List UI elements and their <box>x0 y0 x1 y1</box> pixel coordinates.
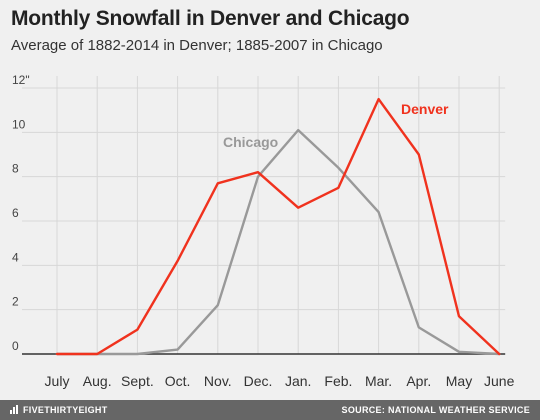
series-line-denver <box>55 97 501 356</box>
x-tick-label: Feb. <box>324 373 352 389</box>
x-tick-label: Dec. <box>244 373 273 389</box>
x-tick-label: July <box>45 373 70 389</box>
x-tick-label: Nov. <box>204 373 232 389</box>
series-label-denver: Denver <box>401 101 449 117</box>
y-tick-label: 0 <box>12 339 19 353</box>
x-tick-label: Aug. <box>83 373 112 389</box>
source-label: SOURCE: NATIONAL WEATHER SERVICE <box>341 405 530 415</box>
y-tick-label: 6 <box>12 206 19 220</box>
y-tick-label: 4 <box>12 250 19 264</box>
footer-bar: FIVETHIRTYEIGHT SOURCE: NATIONAL WEATHER… <box>0 400 540 420</box>
x-tick-label: June <box>484 373 515 389</box>
series-line-chicago <box>55 128 501 356</box>
x-tick-label: Sept. <box>121 373 154 389</box>
y-tick-label: 10 <box>12 117 26 131</box>
chart-subtitle: Average of 1882-2014 in Denver; 1885-200… <box>11 37 383 54</box>
brand: FIVETHIRTYEIGHT <box>10 405 108 415</box>
fivethirtyeight-logo-icon <box>10 405 18 414</box>
snowfall-line-chart: 0 2 4 6 8 10 12" July Aug. Sept. Oct. Nov. Dec. Jan. F… <box>12 73 515 389</box>
y-tick-label: 8 <box>12 162 19 176</box>
chart-title: Monthly Snowfall in Denver and Chicago <box>11 7 410 30</box>
x-tick-label: Mar. <box>365 373 392 389</box>
series-label-chicago: Chicago <box>223 134 278 150</box>
brand-label: FIVETHIRTYEIGHT <box>23 405 108 415</box>
x-tick-label: May <box>446 373 472 389</box>
x-tick-label: Oct. <box>165 373 191 389</box>
y-tick-label: 12" <box>12 73 30 87</box>
y-tick-label: 2 <box>12 295 19 309</box>
x-tick-label: Jan. <box>285 373 311 389</box>
x-tick-label: Apr. <box>406 373 431 389</box>
